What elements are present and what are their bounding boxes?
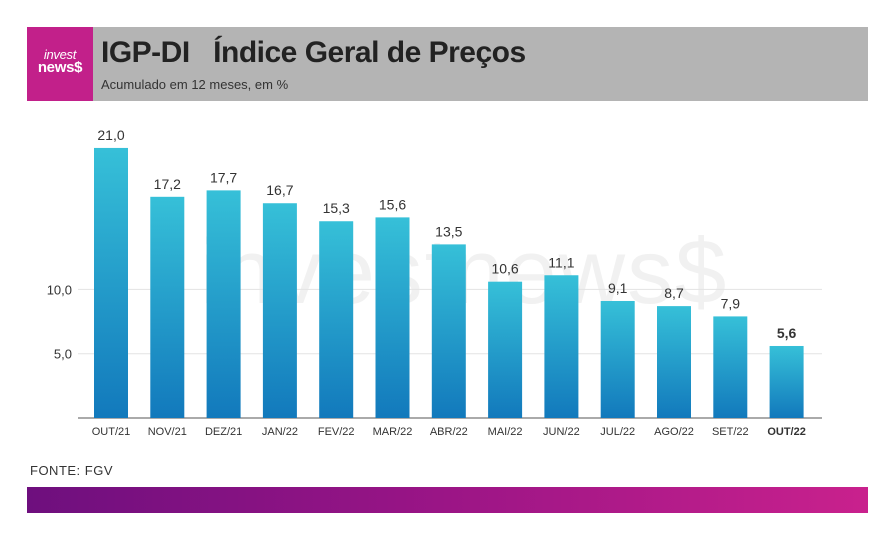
bar-value-label: 13,5 [435, 223, 462, 239]
bar-value-label: 8,7 [664, 285, 684, 301]
bar [600, 300, 635, 418]
bar [713, 316, 748, 418]
x-tick-label: JUN/22 [543, 426, 580, 438]
x-tick-label: MAR/22 [373, 426, 413, 438]
brand-logo: invest news$ [27, 27, 93, 101]
x-tick-label: NOV/21 [148, 426, 187, 438]
chart-header: IGP-DI Índice Geral de Preços Acumulado … [93, 27, 868, 101]
x-tick-label: AGO/22 [654, 426, 694, 438]
chart-title: IGP-DI Índice Geral de Preços [101, 36, 526, 69]
logo-line2: news$ [37, 59, 83, 76]
bar [150, 196, 185, 418]
bar [94, 147, 128, 418]
bar-value-label: 17,2 [154, 176, 181, 192]
x-tick-label: JAN/22 [262, 426, 298, 438]
bar [206, 190, 241, 418]
bar-value-label: 17,7 [210, 169, 237, 185]
bar [262, 203, 297, 418]
x-tick-label: OUT/22 [767, 426, 806, 438]
chart-subtitle: Acumulado em 12 meses, em % [101, 77, 289, 92]
bar-value-label: 11,1 [548, 254, 574, 270]
bar-value-label: 15,6 [379, 196, 406, 212]
bar-value-label: 16,7 [266, 182, 293, 198]
bar [769, 345, 804, 418]
bar [544, 275, 579, 418]
bar-value-label: 10,6 [491, 261, 518, 277]
x-tick-label: DEZ/21 [205, 426, 242, 438]
x-tick-label: OUT/21 [92, 426, 131, 438]
y-tick-label: 10,0 [47, 282, 72, 297]
footer-bar [27, 487, 868, 513]
x-tick-label: MAI/22 [488, 426, 523, 438]
x-tick-label: SET/22 [712, 426, 749, 438]
bar-value-label: 5,6 [777, 325, 797, 341]
bar [375, 217, 410, 418]
bar [657, 306, 691, 418]
logo-line1: invest [43, 47, 77, 62]
bar-value-label: 21,0 [97, 127, 124, 143]
bar [488, 281, 523, 418]
bar [319, 221, 354, 418]
x-tick-label: FEV/22 [318, 426, 355, 438]
bar-value-label: 7,9 [721, 295, 741, 311]
source-note: FONTE: FGV [30, 463, 113, 478]
bar-value-label: 9,1 [608, 280, 628, 296]
x-tick-label: ABR/22 [430, 426, 468, 438]
y-tick-label: 5,0 [54, 347, 72, 362]
x-tick-label: JUL/22 [600, 426, 635, 438]
bar [431, 244, 466, 418]
bar-value-label: 15,3 [323, 200, 350, 216]
